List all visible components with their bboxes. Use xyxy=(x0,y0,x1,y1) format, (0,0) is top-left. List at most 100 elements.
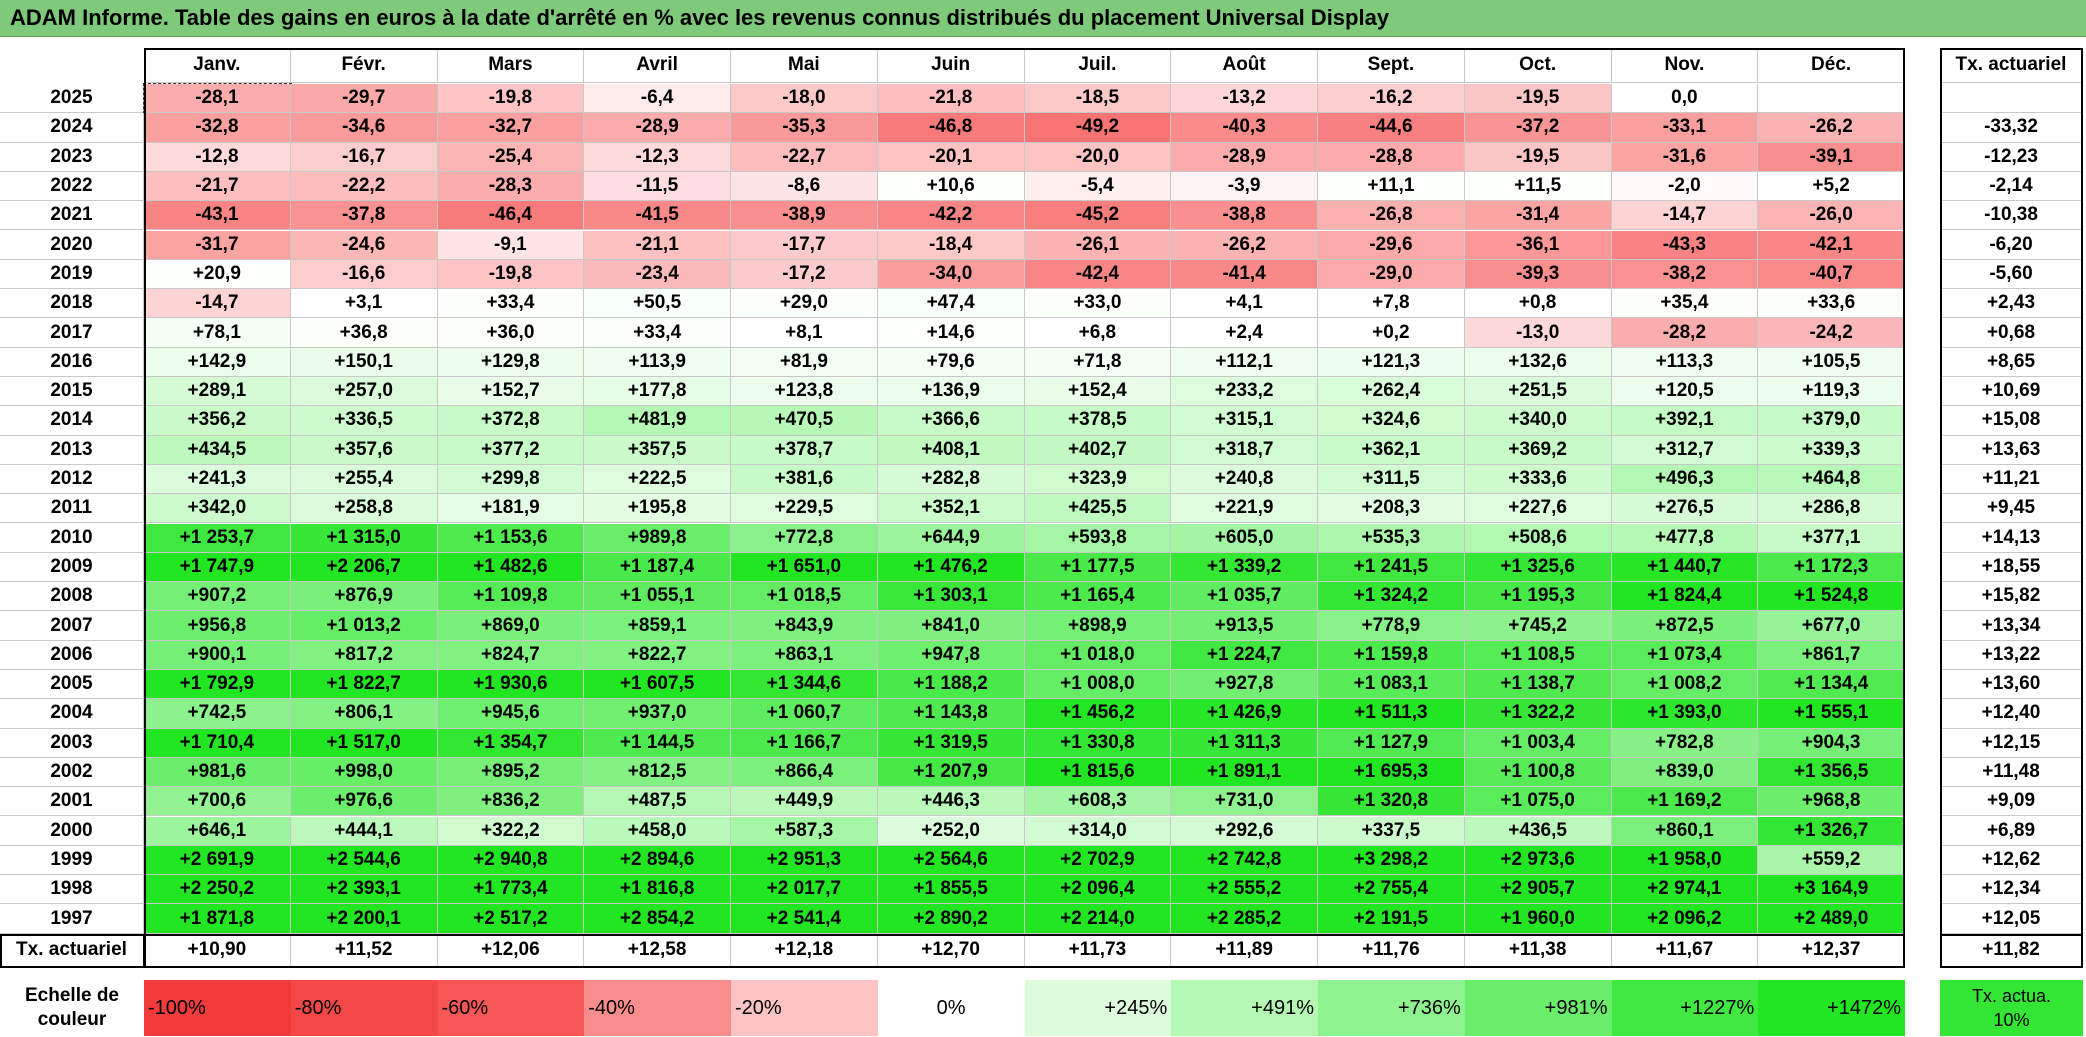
cell: +464,8 xyxy=(1758,464,1905,495)
cell: +340,0 xyxy=(1464,406,1612,436)
cell: -21,1 xyxy=(584,230,731,260)
cell: +357,5 xyxy=(584,435,731,465)
cell: +1 356,5 xyxy=(1758,757,1905,788)
cell: +1 108,5 xyxy=(1464,640,1612,670)
cell: +1 003,4 xyxy=(1464,728,1612,758)
cell: +1 166,7 xyxy=(731,728,878,758)
cell: +2 555,2 xyxy=(1171,875,1318,905)
cell: +812,5 xyxy=(584,757,731,788)
cell: -26,8 xyxy=(1318,201,1465,231)
tx-cell: +0,68 xyxy=(1940,318,2083,348)
cell: +252,0 xyxy=(877,816,1025,846)
cell: -19,5 xyxy=(1464,84,1612,114)
cell: +233,2 xyxy=(1171,377,1318,407)
cell: +2 973,6 xyxy=(1464,845,1612,876)
legend-label: Echelle de couleur xyxy=(25,985,119,1030)
cell: +806,1 xyxy=(290,699,438,729)
year-label: 2025 xyxy=(0,84,144,114)
cell: +2 285,2 xyxy=(1171,904,1318,934)
cell: -5,4 xyxy=(1024,171,1172,202)
cell: +377,1 xyxy=(1758,523,1905,553)
cell: +1 165,4 xyxy=(1024,582,1172,612)
cell: +0,2 xyxy=(1318,318,1465,348)
cell: +1 303,1 xyxy=(877,582,1025,612)
cell: +1 253,7 xyxy=(144,523,291,553)
cell: +81,9 xyxy=(731,347,878,377)
cell: +379,0 xyxy=(1758,406,1905,436)
cell: +1 073,4 xyxy=(1611,640,1759,670)
cell: -21,7 xyxy=(144,171,291,202)
tx-cell: +11,48 xyxy=(1940,757,2083,788)
cell: +1 055,1 xyxy=(584,582,731,612)
footer-label: Tx. actuariel xyxy=(0,933,144,968)
cell: +2 096,2 xyxy=(1611,904,1759,934)
cell: -33,1 xyxy=(1611,113,1759,143)
year-label: 2019 xyxy=(0,259,144,290)
cell: +10,6 xyxy=(877,171,1025,202)
cell: +1 159,8 xyxy=(1318,640,1465,670)
cell: -3,9 xyxy=(1171,171,1318,202)
cell: +339,3 xyxy=(1758,435,1905,465)
cell: +311,5 xyxy=(1318,464,1465,495)
cell: +1 035,7 xyxy=(1171,582,1318,612)
year-label: 2015 xyxy=(0,377,144,407)
cell: +262,4 xyxy=(1318,377,1465,407)
year-label: 2008 xyxy=(0,582,144,612)
month-header: Juil. xyxy=(1024,48,1172,83)
tx-cell xyxy=(1940,84,2083,114)
cell: +1 960,0 xyxy=(1464,904,1612,934)
footer-cell: +11,73 xyxy=(1024,933,1172,968)
cell: +79,6 xyxy=(877,347,1025,377)
cell: +1 325,6 xyxy=(1464,552,1612,583)
cell: -28,9 xyxy=(1171,142,1318,172)
cell: +1 517,0 xyxy=(290,728,438,758)
cell: +863,1 xyxy=(731,640,878,670)
cell: +425,5 xyxy=(1024,494,1172,524)
cell: -28,2 xyxy=(1611,318,1759,348)
cell: +968,8 xyxy=(1758,787,1905,817)
cell: +1 695,3 xyxy=(1318,757,1465,788)
cell: +142,9 xyxy=(144,347,291,377)
cell: -18,5 xyxy=(1024,84,1172,114)
cell: +1 320,8 xyxy=(1318,787,1465,817)
cell: +372,8 xyxy=(437,406,585,436)
tx-cell: +9,45 xyxy=(1940,494,2083,524)
year-label: 2024 xyxy=(0,113,144,143)
footer-cell: +11,89 xyxy=(1171,933,1318,968)
year-label: 2013 xyxy=(0,435,144,465)
cell: -31,4 xyxy=(1464,201,1612,231)
cell: -29,6 xyxy=(1318,230,1465,260)
tx-cell: +13,60 xyxy=(1940,670,2083,700)
cell: +315,1 xyxy=(1171,406,1318,436)
month-header: Mai xyxy=(731,48,878,83)
cell: +292,6 xyxy=(1171,816,1318,846)
cell: +1 958,0 xyxy=(1611,845,1759,876)
cell: +605,0 xyxy=(1171,523,1318,553)
cell: -26,1 xyxy=(1024,230,1172,260)
cell: +378,7 xyxy=(731,435,878,465)
cell: -26,0 xyxy=(1758,201,1905,231)
cell: +336,5 xyxy=(290,406,438,436)
cell: +1 476,2 xyxy=(877,552,1025,583)
cell: +352,1 xyxy=(877,494,1025,524)
cell: -6,4 xyxy=(584,84,731,114)
cell: -38,9 xyxy=(731,201,878,231)
cell: +1 134,4 xyxy=(1758,670,1905,700)
cell: -12,8 xyxy=(144,142,291,172)
year-label: 2003 xyxy=(0,728,144,758)
cell: +2 894,6 xyxy=(584,845,731,876)
cell: +1 153,6 xyxy=(437,523,585,553)
cell: +208,3 xyxy=(1318,494,1465,524)
year-label: 2011 xyxy=(0,494,144,524)
tx-cell: +8,65 xyxy=(1940,347,2083,377)
footer-cell: +12,18 xyxy=(731,933,878,968)
cell: +1 871,8 xyxy=(144,904,291,934)
month-header: Sept. xyxy=(1318,48,1465,83)
tx-cell: +11,21 xyxy=(1940,464,2083,495)
tx-cell: +9,09 xyxy=(1940,787,2083,817)
cell: -32,7 xyxy=(437,113,585,143)
cell: +895,2 xyxy=(437,757,585,788)
year-label: 2002 xyxy=(0,757,144,788)
footer-cell: +11,38 xyxy=(1464,933,1612,968)
cell: -29,7 xyxy=(290,84,438,114)
